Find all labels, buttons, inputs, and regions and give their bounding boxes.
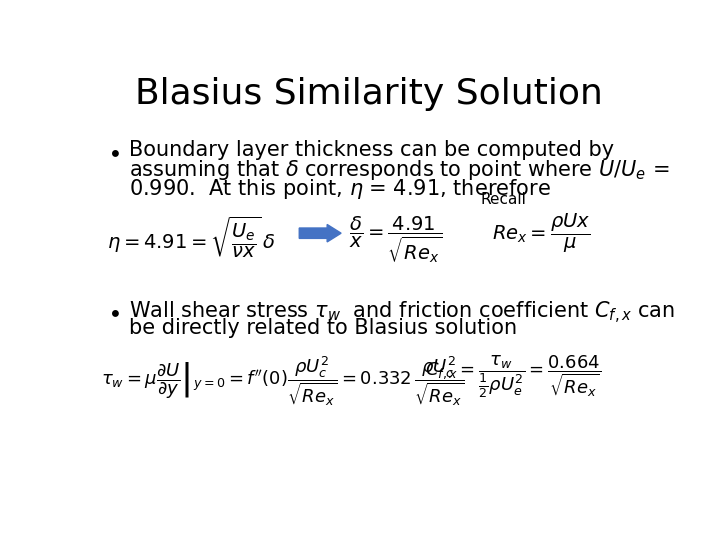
Text: $\eta = 4.91 = \sqrt{\dfrac{U_e}{\nu x}}\,\delta$: $\eta = 4.91 = \sqrt{\dfrac{U_e}{\nu x}}… xyxy=(107,214,276,260)
FancyArrow shape xyxy=(300,225,341,242)
Text: Boundary layer thickness can be computed by: Boundary layer thickness can be computed… xyxy=(129,140,614,160)
Text: $C_{f,x} = \dfrac{\tau_w}{\frac{1}{2}\rho U_e^2} = \dfrac{0.664}{\sqrt{Re_x}}$: $C_{f,x} = \dfrac{\tau_w}{\frac{1}{2}\rh… xyxy=(425,354,600,400)
Text: $\dfrac{\delta}{x} = \dfrac{4.91}{\sqrt{Re_x}}$: $\dfrac{\delta}{x} = \dfrac{4.91}{\sqrt{… xyxy=(349,214,443,266)
Text: 0.990.  At this point, $\eta$ = 4.91, therefore: 0.990. At this point, $\eta$ = 4.91, the… xyxy=(129,177,551,201)
Text: $\bullet$: $\bullet$ xyxy=(107,300,120,323)
Text: Recall: Recall xyxy=(481,192,526,207)
Text: $\tau_w = \mu \left.\dfrac{\partial U}{\partial y}\right|_{y=0} = f^{\prime\prim: $\tau_w = \mu \left.\dfrac{\partial U}{\… xyxy=(101,354,464,408)
Text: assuming that $\delta$ corresponds to point where $U/U_e$ =: assuming that $\delta$ corresponds to po… xyxy=(129,158,670,183)
Text: $\bullet$: $\bullet$ xyxy=(107,140,120,164)
Text: Wall shear stress $\tau_w$  and friction coefficient $C_{f,x}$ can: Wall shear stress $\tau_w$ and friction … xyxy=(129,300,675,326)
Text: $Re_x = \dfrac{\rho U x}{\mu}$: $Re_x = \dfrac{\rho U x}{\mu}$ xyxy=(492,212,590,255)
Text: Blasius Similarity Solution: Blasius Similarity Solution xyxy=(135,77,603,111)
Text: be directly related to Blasius solution: be directly related to Blasius solution xyxy=(129,319,517,339)
